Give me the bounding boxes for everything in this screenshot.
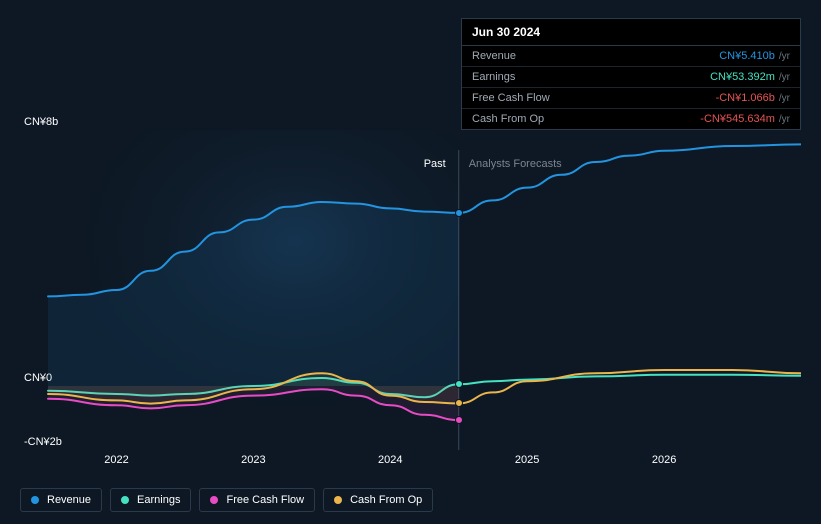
tooltip-title: Jun 30 2024	[462, 19, 800, 46]
tooltip-row-label: Cash From Op	[472, 113, 544, 125]
tooltip-row-value: -CN¥545.634m/yr	[700, 113, 790, 125]
past-label: Past	[424, 158, 446, 170]
tooltip-row-label: Revenue	[472, 50, 516, 62]
tooltip-row-label: Earnings	[472, 71, 515, 83]
chart-marker	[455, 399, 463, 407]
legend-label: Revenue	[47, 494, 91, 506]
x-tick-label: 2024	[378, 454, 402, 466]
legend-dot	[210, 496, 218, 504]
x-tick-label: 2022	[104, 454, 128, 466]
legend-label: Earnings	[137, 494, 180, 506]
legend-item[interactable]: Earnings	[110, 488, 191, 512]
legend-dot	[31, 496, 39, 504]
chart-marker	[455, 416, 463, 424]
legend-dot	[334, 496, 342, 504]
legend-label: Cash From Op	[350, 494, 422, 506]
legend-item[interactable]: Cash From Op	[323, 488, 433, 512]
chart-marker	[455, 380, 463, 388]
tooltip-row-value: CN¥53.392m/yr	[710, 71, 790, 83]
legend-item[interactable]: Revenue	[20, 488, 102, 512]
x-tick-label: 2023	[241, 454, 265, 466]
legend-label: Free Cash Flow	[226, 494, 304, 506]
tooltip-row: Free Cash Flow -CN¥1.066b/yr	[462, 88, 800, 109]
tooltip-row-value: CN¥5.410b/yr	[719, 50, 790, 62]
tooltip: Jun 30 2024 Revenue CN¥5.410b/yr Earnings C…	[461, 18, 801, 130]
tooltip-row-value: -CN¥1.066b/yr	[716, 92, 790, 104]
forecast-label: Analysts Forecasts	[469, 158, 562, 170]
tooltip-row: Revenue CN¥5.410b/yr	[462, 46, 800, 67]
chart-marker	[455, 209, 463, 217]
tooltip-row: Cash From Op -CN¥545.634m/yr	[462, 109, 800, 129]
x-tick-label: 2025	[515, 454, 539, 466]
tooltip-row-label: Free Cash Flow	[472, 92, 550, 104]
tooltip-row: Earnings CN¥53.392m/yr	[462, 67, 800, 88]
x-tick-label: 2026	[652, 454, 676, 466]
legend: Revenue Earnings Free Cash Flow Cash From O…	[20, 488, 433, 512]
legend-dot	[121, 496, 129, 504]
legend-item[interactable]: Free Cash Flow	[199, 488, 315, 512]
